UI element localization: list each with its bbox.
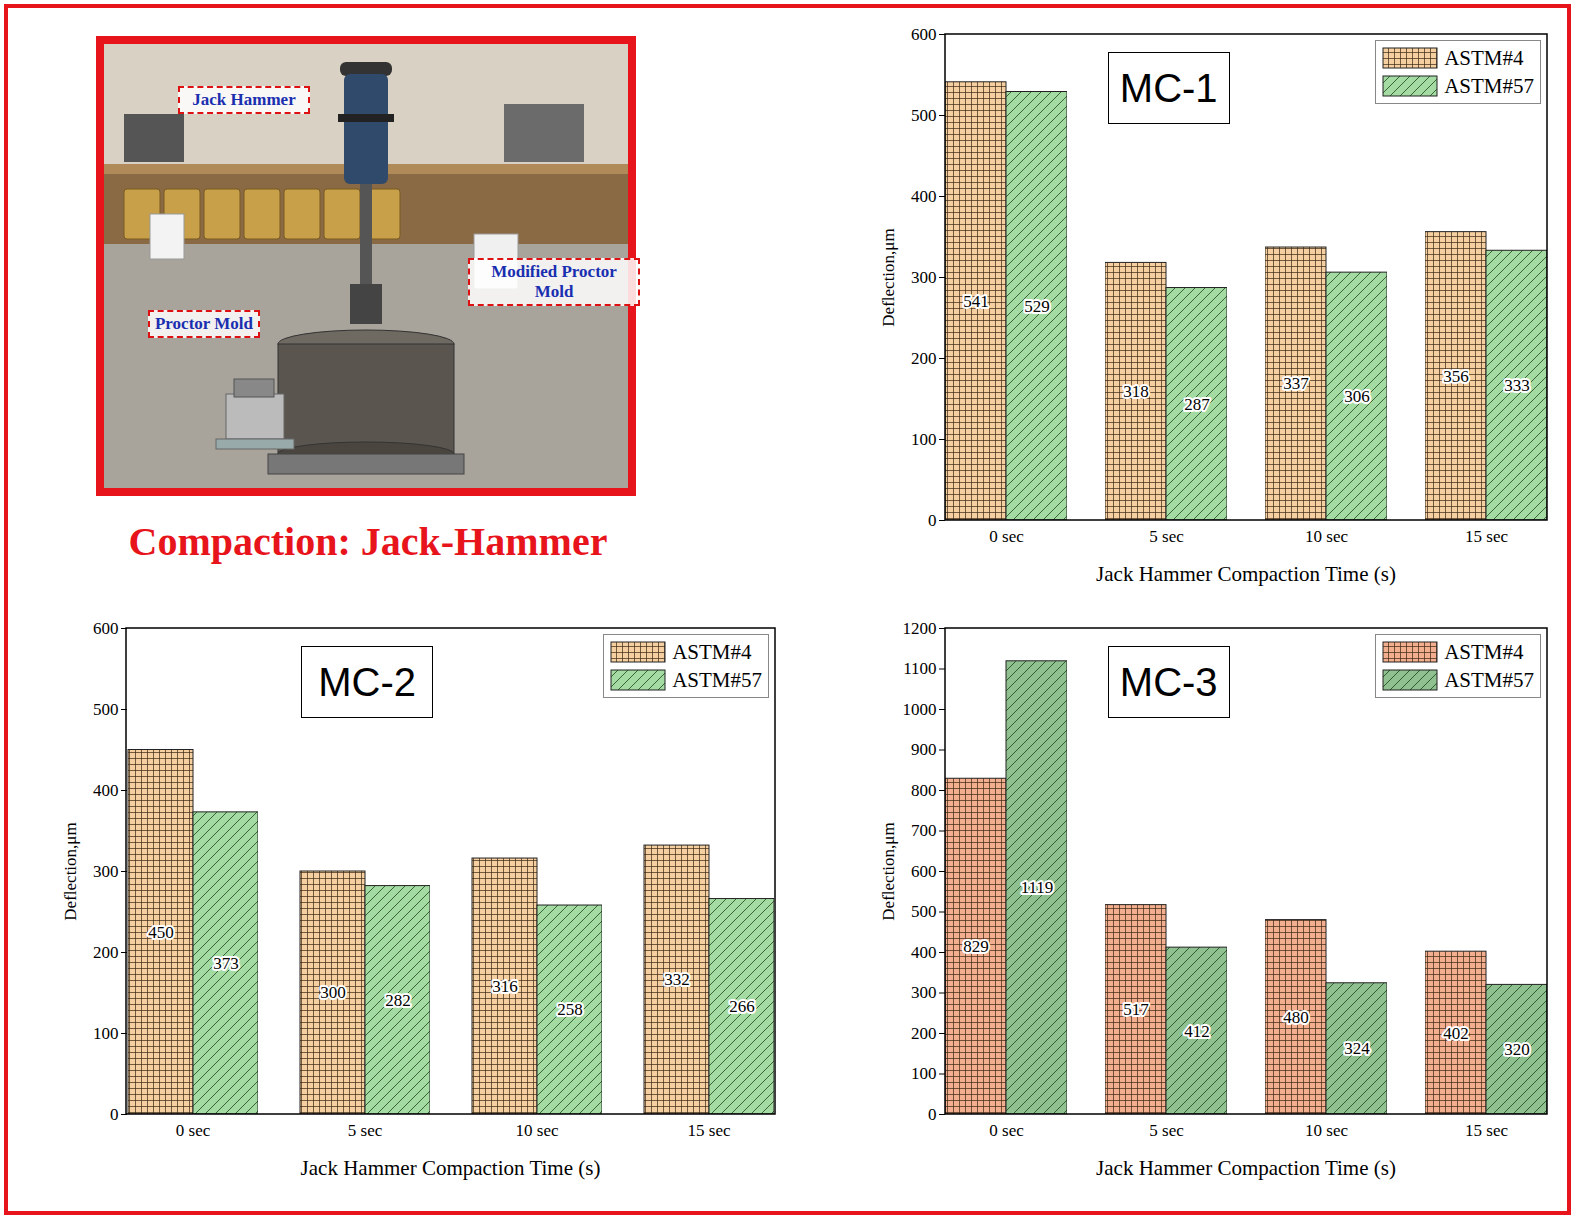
html-text:ASTM#57: ASTM#57 xyxy=(672,667,762,692)
svg-text:0 sec: 0 sec xyxy=(176,1121,211,1140)
svg-text:1119: 1119 xyxy=(1021,878,1054,897)
svg-text:0: 0 xyxy=(110,1105,119,1124)
html-text:MC-1: MC-1 xyxy=(1119,66,1218,110)
svg-text:829: 829 xyxy=(963,937,989,956)
svg-text:0: 0 xyxy=(928,1105,937,1124)
svg-text:400: 400 xyxy=(93,781,119,800)
svg-text:412: 412 xyxy=(1184,1022,1210,1041)
svg-text:500: 500 xyxy=(93,700,119,719)
svg-text:333: 333 xyxy=(1504,376,1530,395)
svg-text:373: 373 xyxy=(213,954,239,973)
html-text:ASTM#4: ASTM#4 xyxy=(672,639,752,664)
svg-text:15 sec: 15 sec xyxy=(1465,1121,1508,1140)
svg-text:1200: 1200 xyxy=(903,619,937,638)
svg-text:100: 100 xyxy=(911,430,937,449)
svg-text:300: 300 xyxy=(911,983,937,1002)
svg-text:500: 500 xyxy=(911,106,937,125)
svg-text:266: 266 xyxy=(729,997,755,1016)
svg-text:258: 258 xyxy=(557,1000,583,1019)
svg-text:10 sec: 10 sec xyxy=(1305,527,1348,546)
html-text:MC-2: MC-2 xyxy=(318,660,416,704)
html-text:Jack Hammer: Jack Hammer xyxy=(192,90,296,109)
svg-text:300: 300 xyxy=(911,268,937,287)
svg-text:320: 320 xyxy=(1504,1040,1530,1059)
svg-text:282: 282 xyxy=(385,991,411,1010)
html-text:Jack Hammer Compaction Time (s: Jack Hammer Compaction Time (s) xyxy=(1096,1156,1396,1180)
svg-text:287: 287 xyxy=(1184,395,1210,414)
html-text:Compaction: Jack-Hammer: Compaction: Jack-Hammer xyxy=(128,519,608,564)
svg-text:5 sec: 5 sec xyxy=(1149,1121,1184,1140)
html-text:Jack Hammer Compaction Time (s: Jack Hammer Compaction Time (s) xyxy=(300,1156,601,1180)
svg-text:Deflection,μm: Deflection,μm xyxy=(879,822,898,920)
svg-text:300: 300 xyxy=(320,983,346,1002)
svg-text:700: 700 xyxy=(911,821,937,840)
svg-text:529: 529 xyxy=(1024,297,1050,316)
svg-text:450: 450 xyxy=(148,923,174,942)
svg-text:100: 100 xyxy=(911,1064,937,1083)
svg-text:318: 318 xyxy=(1123,382,1149,401)
svg-text:200: 200 xyxy=(911,349,937,368)
svg-text:0 sec: 0 sec xyxy=(989,1121,1024,1140)
svg-text:356: 356 xyxy=(1443,367,1469,386)
svg-text:Deflection,μm: Deflection,μm xyxy=(879,228,898,326)
svg-text:1100: 1100 xyxy=(903,659,936,678)
svg-text:0: 0 xyxy=(928,511,937,530)
svg-text:517: 517 xyxy=(1123,1000,1149,1019)
html-text:ASTM#4: ASTM#4 xyxy=(1444,639,1524,664)
svg-text:600: 600 xyxy=(911,862,937,881)
svg-text:300: 300 xyxy=(93,862,119,881)
svg-text:306: 306 xyxy=(1344,387,1370,406)
svg-text:402: 402 xyxy=(1443,1024,1469,1043)
svg-text:0 sec: 0 sec xyxy=(989,527,1024,546)
html-text:Jack Hammer Compaction Time (s: Jack Hammer Compaction Time (s) xyxy=(1096,562,1396,586)
svg-text:800: 800 xyxy=(911,781,937,800)
html-text:MC-3: MC-3 xyxy=(1119,660,1218,704)
svg-text:400: 400 xyxy=(911,943,937,962)
svg-text:15 sec: 15 sec xyxy=(688,1121,731,1140)
html-text:ASTM#57: ASTM#57 xyxy=(1444,667,1534,692)
svg-text:200: 200 xyxy=(93,943,119,962)
svg-text:541: 541 xyxy=(963,292,989,311)
svg-text:10 sec: 10 sec xyxy=(516,1121,559,1140)
svg-text:5 sec: 5 sec xyxy=(348,1121,383,1140)
svg-text:200: 200 xyxy=(911,1024,937,1043)
svg-text:10 sec: 10 sec xyxy=(1305,1121,1348,1140)
svg-text:5 sec: 5 sec xyxy=(1149,527,1184,546)
svg-text:100: 100 xyxy=(93,1024,119,1043)
svg-text:400: 400 xyxy=(911,187,937,206)
html-text:ASTM#57: ASTM#57 xyxy=(1444,73,1534,98)
svg-text:600: 600 xyxy=(911,25,937,44)
svg-text:332: 332 xyxy=(664,970,690,989)
html-text:Modified Proctor Mold: Modified Proctor Mold xyxy=(491,262,617,301)
html-text:ASTM#4: ASTM#4 xyxy=(1444,45,1524,70)
svg-text:480: 480 xyxy=(1283,1008,1309,1027)
svg-text:900: 900 xyxy=(911,740,937,759)
svg-text:324: 324 xyxy=(1344,1039,1370,1058)
svg-text:337: 337 xyxy=(1283,374,1309,393)
svg-text:Deflection,μm: Deflection,μm xyxy=(61,822,80,920)
html-text:Proctor Mold: Proctor Mold xyxy=(155,314,253,333)
svg-text:500: 500 xyxy=(911,902,937,921)
svg-text:1000: 1000 xyxy=(903,700,937,719)
svg-text:15 sec: 15 sec xyxy=(1465,527,1508,546)
svg-text:600: 600 xyxy=(93,619,119,638)
svg-text:316: 316 xyxy=(492,977,518,996)
